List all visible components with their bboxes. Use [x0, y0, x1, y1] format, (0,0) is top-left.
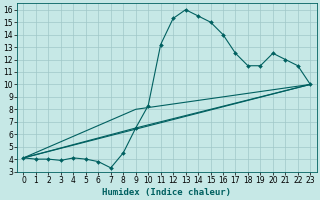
X-axis label: Humidex (Indice chaleur): Humidex (Indice chaleur) [102, 188, 231, 197]
